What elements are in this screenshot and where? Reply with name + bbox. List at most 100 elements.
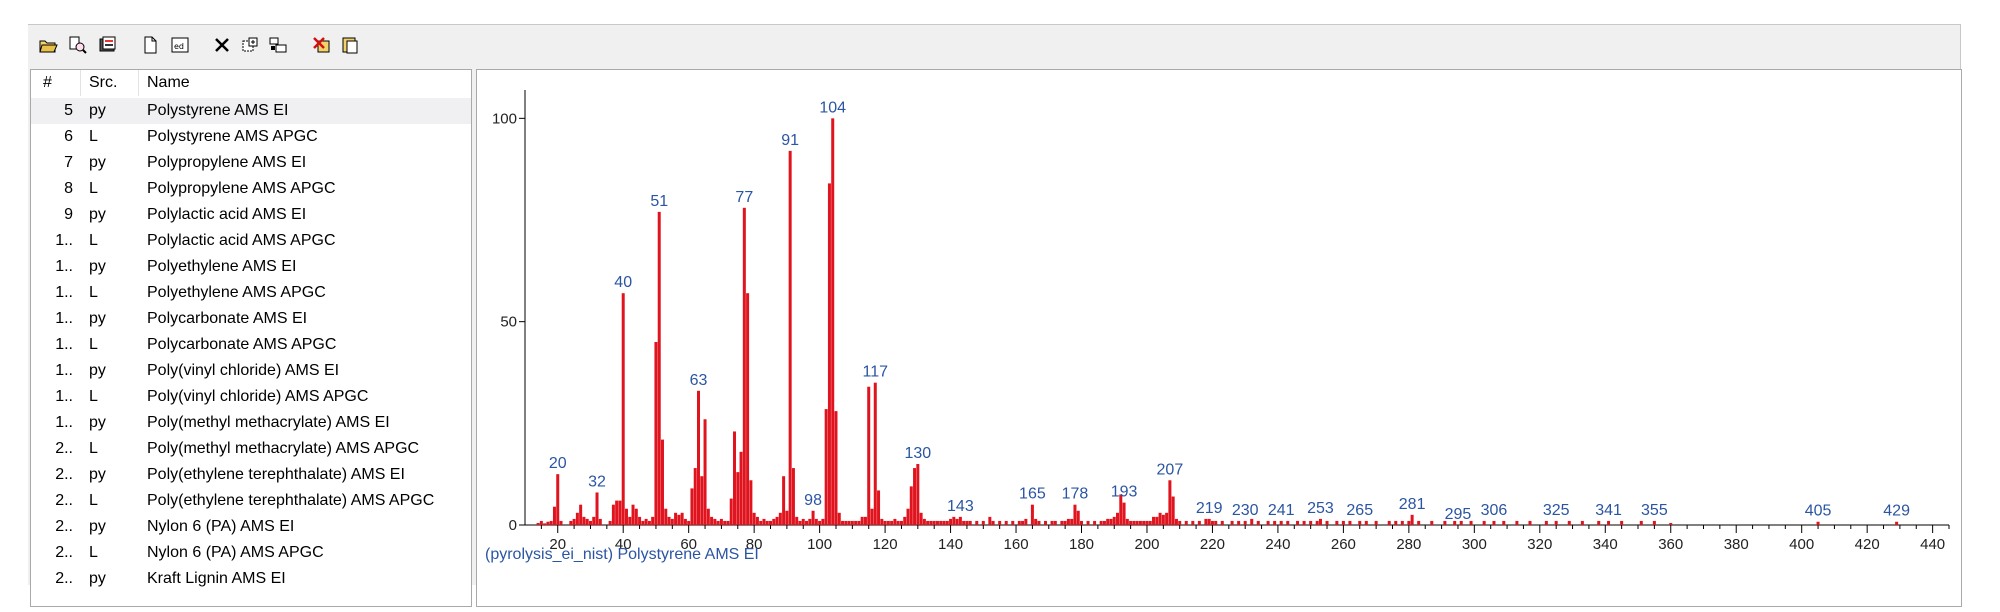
x-tick-label: 160 <box>1004 536 1029 553</box>
column-header-number[interactable]: # <box>31 70 81 96</box>
list-item[interactable]: 1.. py Polyethylene AMS EI <box>31 254 471 280</box>
add-entry-icon[interactable] <box>238 33 262 57</box>
entry-source: py <box>89 414 106 431</box>
list-item[interactable]: 6 L Polystyrene AMS APGC <box>31 124 471 150</box>
spectrum-panel[interactable]: 0 50 100 20 40 60 80 100 120 140 160 180 200 220 240 26… <box>476 69 1962 607</box>
spectrum-peak <box>1174 518 1178 525</box>
spectrum-peak <box>588 520 592 525</box>
spectrum-peak <box>1102 520 1106 525</box>
spectrum-peak <box>677 514 681 525</box>
x-tick-label: 120 <box>873 536 898 553</box>
spectrum-peak <box>615 500 619 525</box>
spectrum-peak <box>749 480 753 525</box>
column-header-name[interactable]: Name <box>147 74 190 91</box>
spectrum-peak <box>775 516 779 525</box>
spectrum-peak <box>844 520 848 525</box>
x-tick-label: 440 <box>1920 536 1945 553</box>
spectrum-peak <box>690 488 694 525</box>
library-entry-list[interactable]: # Src. Name 5 py Polystyrene AMS EI 6 L Polys… <box>30 69 472 607</box>
x-tick-label: 200 <box>1134 536 1159 553</box>
entry-source: L <box>89 232 98 249</box>
spectrum-peak <box>811 510 815 525</box>
list-item[interactable]: 2.. py Kraft Lignin AMS EI <box>31 566 471 592</box>
spectrum-peak <box>710 516 714 525</box>
spectrum-peak <box>1017 520 1021 525</box>
list-item[interactable]: 2.. L Poly(methyl methacrylate) AMS APGC <box>31 436 471 462</box>
spectrum-peak <box>1050 520 1054 525</box>
peak-label: 20 <box>549 455 567 472</box>
spectrum-peak <box>899 520 903 525</box>
spectrum-peak <box>729 498 733 525</box>
spectrum-peak <box>991 520 995 525</box>
list-item[interactable]: 2.. L Nylon 6 (PA) AMS APGC <box>31 540 471 566</box>
spectrum-peak <box>877 490 881 525</box>
spectrum-peak <box>733 431 737 525</box>
spectrum-peak <box>582 516 586 525</box>
spectrum-peak <box>1142 520 1146 525</box>
spectrum-peak <box>949 518 953 525</box>
list-item[interactable]: 1.. L Polylactic acid AMS APGC <box>31 228 471 254</box>
entry-name: Polylactic acid AMS APGC <box>147 232 336 249</box>
list-item[interactable]: 5 py Polystyrene AMS EI <box>31 98 471 124</box>
x-tick-label: 380 <box>1724 536 1749 553</box>
entry-source: L <box>89 440 98 457</box>
spectrum-peak <box>742 207 746 526</box>
clipboard-icon[interactable] <box>338 33 362 57</box>
spectrum-peak <box>1544 520 1548 525</box>
spectrum-peak <box>1168 480 1172 525</box>
spectrum-peak <box>1178 520 1182 525</box>
spectrum-peak <box>932 520 936 525</box>
spectrum-peak <box>886 520 890 525</box>
peak-label: 178 <box>1062 486 1089 503</box>
edit-icon[interactable]: ed <box>168 33 192 57</box>
spectrum-peak <box>903 516 907 525</box>
list-item[interactable]: 2.. py Nylon 6 (PA) AMS EI <box>31 514 471 540</box>
spectrum-peak <box>1341 520 1345 525</box>
spectrum-peak <box>1567 520 1571 525</box>
spectrum-peak <box>641 520 645 525</box>
spectrum-peak <box>598 518 602 525</box>
new-document-icon[interactable] <box>138 33 162 57</box>
open-folder-icon[interactable] <box>36 33 60 57</box>
spectrum-peak <box>621 293 625 525</box>
spectrum-peak <box>1296 520 1300 525</box>
peak-label: 130 <box>904 445 931 462</box>
delete-icon[interactable] <box>210 33 234 57</box>
spectrum-peak <box>1410 514 1414 525</box>
list-item[interactable]: 1.. L Poly(vinyl chloride) AMS APGC <box>31 384 471 410</box>
spectrum-peak <box>926 520 930 525</box>
library-icon[interactable] <box>96 33 120 57</box>
list-item[interactable]: 1.. py Polycarbonate AMS EI <box>31 306 471 332</box>
list-item[interactable]: 2.. py Poly(ethylene terephthalate) AMS EI <box>31 462 471 488</box>
list-item[interactable]: 8 L Polypropylene AMS APGC <box>31 176 471 202</box>
list-item[interactable]: 2.. L Poly(ethylene terephthalate) AMS APG… <box>31 488 471 514</box>
column-header-source[interactable]: Src. <box>81 70 139 96</box>
mass-spectrum-chart[interactable]: 0 50 100 20 40 60 80 100 120 140 160 180 200 220 240 26… <box>477 70 1961 606</box>
window-top-border <box>28 24 1961 25</box>
spectrum-peak <box>1158 512 1162 525</box>
spectrum-peak <box>703 419 707 525</box>
x-tick-label: 340 <box>1593 536 1618 553</box>
entry-number: 5 <box>64 102 73 119</box>
entry-source: py <box>89 206 106 223</box>
spectrum-peak <box>860 516 864 525</box>
list-item[interactable]: 9 py Polylactic acid AMS EI <box>31 202 471 228</box>
spectrum-peak <box>909 486 913 525</box>
peak-label: 230 <box>1232 502 1259 519</box>
search-library-icon[interactable] <box>66 33 90 57</box>
list-item[interactable]: 1.. py Poly(methyl methacrylate) AMS EI <box>31 410 471 436</box>
spectrum-peak <box>958 516 962 525</box>
list-item[interactable]: 7 py Polypropylene AMS EI <box>31 150 471 176</box>
delete-library-icon[interactable] <box>310 33 334 57</box>
y-tick-label: 0 <box>509 517 517 534</box>
spectrum-peak <box>945 520 949 525</box>
spectrum-peak <box>965 520 969 525</box>
list-item[interactable]: 1.. L Polycarbonate AMS APGC <box>31 332 471 358</box>
copy-entry-icon[interactable] <box>266 33 290 57</box>
list-item[interactable]: 1.. py Poly(vinyl chloride) AMS EI <box>31 358 471 384</box>
list-item[interactable]: 1.. L Polyethylene AMS APGC <box>31 280 471 306</box>
y-tick-label: 100 <box>492 110 517 127</box>
peak-label: 40 <box>614 274 632 291</box>
entry-source: L <box>89 284 98 301</box>
entry-number: 8 <box>64 180 73 197</box>
